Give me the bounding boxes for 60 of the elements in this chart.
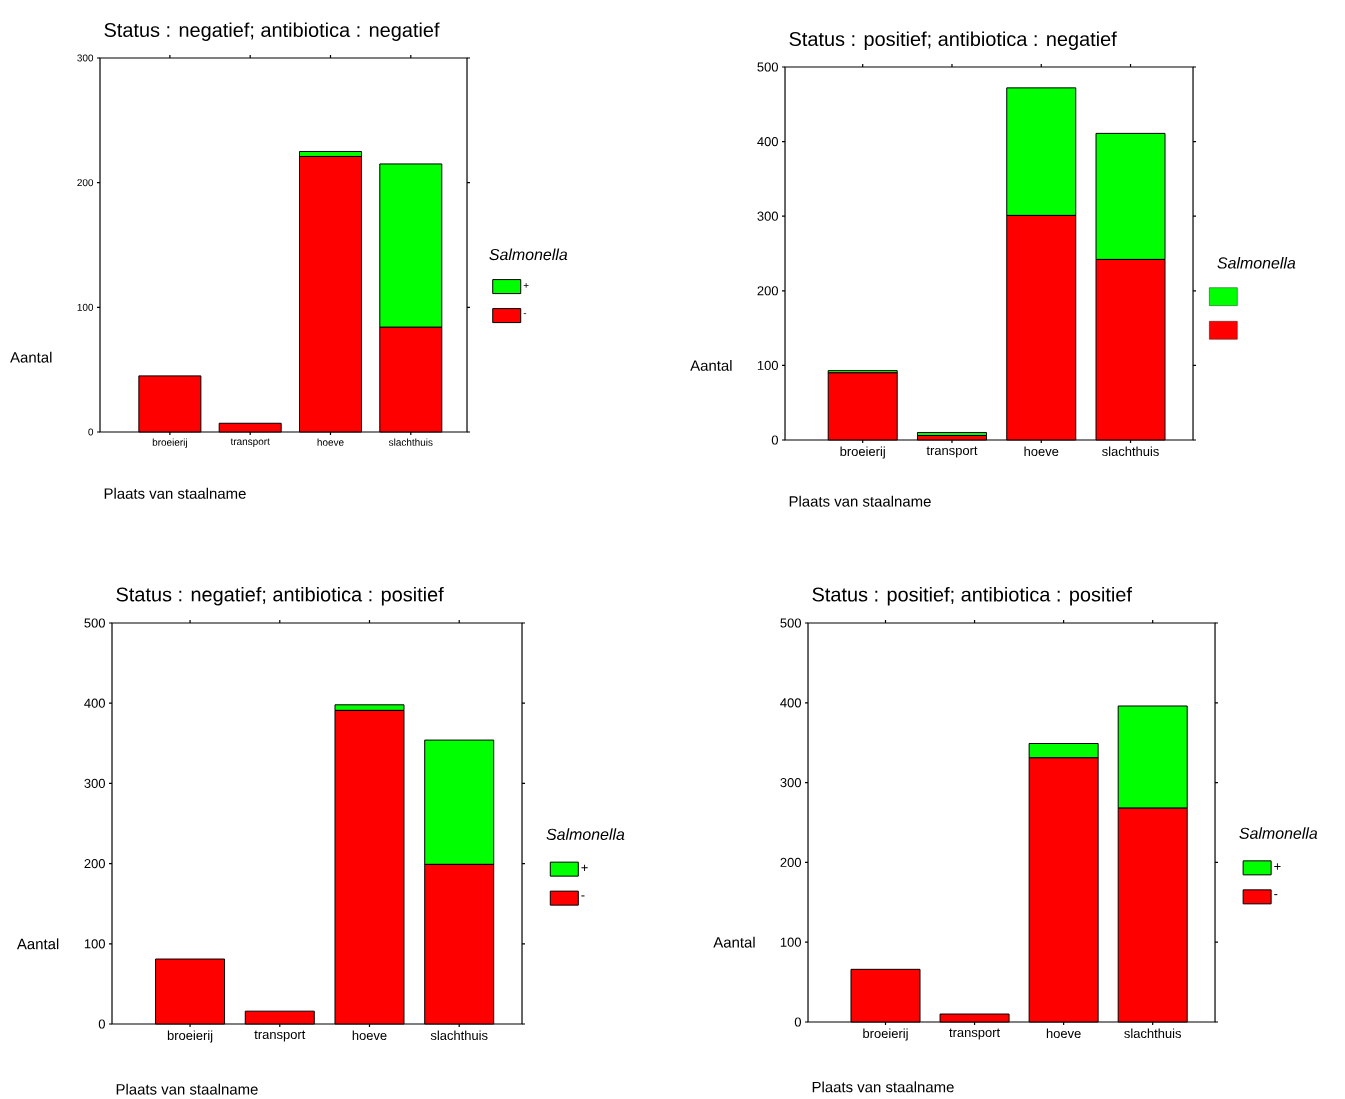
legend-title: Salmonella — [1239, 827, 1318, 839]
y-tick-label: 100 — [757, 360, 778, 370]
x-tick-label: hoeve — [1046, 1028, 1081, 1039]
x-axis-title: Plaats van staalname — [789, 495, 931, 507]
x-tick-label: transport — [254, 1030, 306, 1042]
x-tick-label: slachthuis — [388, 438, 433, 446]
x-axis-title: Plaats van staalname — [812, 1081, 954, 1093]
y-tick-label: 0 — [771, 435, 778, 445]
legend-label: - — [1274, 894, 1278, 896]
y-tick-label: 500 — [84, 618, 105, 628]
y-tick-label: 100 — [780, 937, 801, 947]
y-tick-label: 500 — [757, 62, 778, 72]
x-tick-label: broeierij — [152, 438, 187, 448]
x-tick-label: slachthuis — [430, 1030, 488, 1041]
x-tick-label: broeierij — [863, 1028, 908, 1041]
legend-title: Salmonella — [546, 828, 625, 841]
y-tick-label: 300 — [757, 211, 778, 221]
legend-label: + — [1274, 863, 1281, 870]
y-tick-label: 200 — [780, 857, 801, 867]
chart-title: Status : positief; antibiotica : positief — [812, 586, 1132, 606]
chart-title: Status : negatief; antibiotica : negatief — [104, 22, 440, 42]
x-tick-label: slachthuis — [1124, 1028, 1182, 1039]
x-tick-label: broeierij — [840, 446, 885, 459]
y-tick-label: 0 — [98, 1019, 105, 1029]
legend-title: Salmonella — [489, 248, 568, 261]
legend-label: - — [523, 313, 527, 315]
chart-title: Status : positief; antibiotica : negatief — [789, 31, 1117, 51]
x-tick-label: broeierij — [167, 1030, 213, 1043]
legend-label: - — [581, 895, 585, 897]
x-tick-label: hoeve — [1024, 446, 1059, 457]
y-tick-label: 400 — [757, 136, 778, 147]
y-axis-title: Aantal — [690, 359, 732, 371]
y-tick-label: 100 — [84, 939, 105, 949]
y-tick-label: 200 — [757, 286, 778, 296]
legend-title: Salmonella — [1217, 256, 1296, 269]
x-tick-label: transport — [949, 1028, 1001, 1040]
y-tick-label: 300 — [84, 778, 105, 788]
x-axis-title: Plaats van staalname — [104, 487, 246, 499]
legend-label: + — [581, 864, 588, 871]
chart-title: Status : negatief; antibiotica : positief — [116, 586, 444, 606]
legend-label: + — [523, 282, 529, 288]
y-tick-label: 0 — [88, 428, 94, 436]
y-tick-label: 500 — [780, 618, 801, 628]
x-tick-label: transport — [230, 438, 270, 448]
y-tick-label: 300 — [77, 54, 94, 62]
y-tick-label: 200 — [77, 179, 94, 187]
x-tick-label: transport — [926, 446, 978, 458]
x-axis-title: Plaats van staalname — [116, 1083, 258, 1095]
y-tick-label: 200 — [84, 859, 105, 869]
y-tick-label: 400 — [780, 698, 801, 708]
y-axis-title: Aantal — [16, 938, 59, 950]
x-tick-label: hoeve — [352, 1030, 387, 1041]
y-tick-label: 300 — [780, 778, 801, 788]
y-tick-label: 0 — [794, 1017, 801, 1027]
y-tick-label: 100 — [77, 303, 94, 311]
x-tick-label: hoeve — [317, 438, 344, 446]
y-axis-title: Aantal — [10, 351, 52, 363]
y-tick-label: 400 — [84, 698, 105, 708]
x-tick-label: slachthuis — [1102, 446, 1159, 457]
y-axis-title: Aantal — [713, 936, 755, 948]
